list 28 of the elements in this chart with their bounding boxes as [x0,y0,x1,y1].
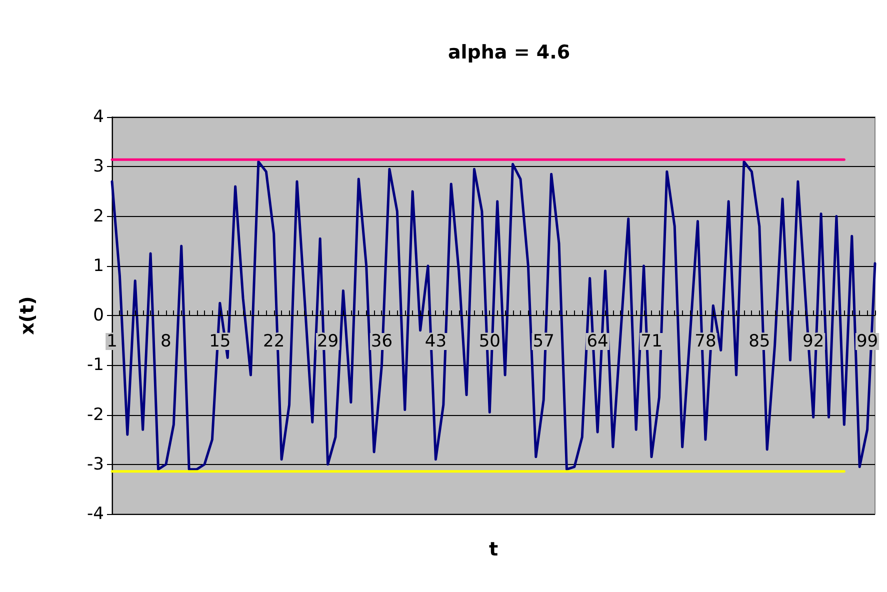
x-tick-label: 78 [694,332,716,352]
x-tick-label: 36 [370,332,393,352]
x-tick-label: 99 [856,332,878,352]
y-tick-label: 3 [93,156,104,177]
x-tick-label: 1 [106,332,118,352]
x-tick-label: 22 [263,332,285,352]
y-tick-label: 1 [93,256,104,276]
y-axis-title: x(t) [16,296,38,335]
y-tick-label: 2 [93,206,104,226]
x-tick-label: 64 [586,332,608,352]
y-tick-label: -1 [87,355,104,376]
x-tick-label: 57 [532,332,554,352]
x-tick-label: 92 [802,332,824,352]
chart-title: alpha = 4.6 [448,42,570,64]
x-tick-label: 8 [160,332,172,352]
y-tick-label: -2 [87,404,104,425]
y-tick-label: -3 [87,454,104,474]
y-tick-label: 0 [93,306,104,326]
x-tick-label: 15 [209,332,231,352]
y-tick-label: -4 [87,504,104,524]
x-tick-label: 71 [640,332,662,352]
x-axis-title: t [488,538,498,560]
x-tick-label: 29 [316,332,339,352]
line-series [110,160,876,471]
x-tick-label: 85 [748,332,770,352]
x-tick-label: 43 [424,332,447,352]
y-tick-label: 4 [93,107,104,127]
x-tick-label: 50 [478,332,500,352]
